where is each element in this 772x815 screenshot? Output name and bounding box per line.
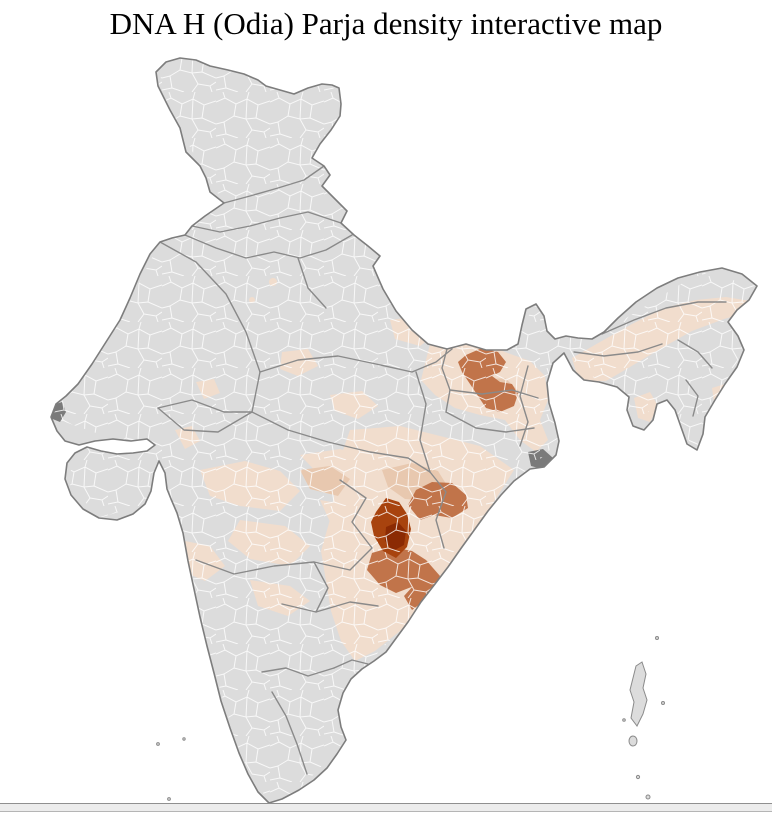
page-title: DNA H (Odia) Parja density interactive m… xyxy=(109,6,663,41)
lakshadweep-islands[interactable] xyxy=(156,737,186,801)
india-country-outline xyxy=(50,57,758,804)
state-boundaries xyxy=(157,165,727,775)
andaman-nicobar-islands[interactable] xyxy=(622,636,665,809)
bottom-scrollbar[interactable] xyxy=(0,803,772,812)
district-mesh-overlay xyxy=(51,58,757,803)
